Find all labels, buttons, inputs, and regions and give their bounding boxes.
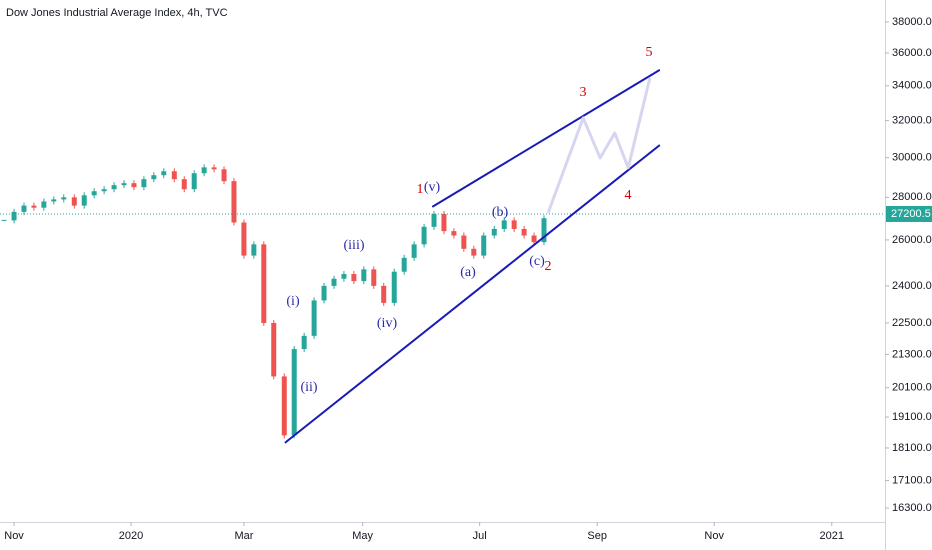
y-tick-label: 19100.0	[892, 411, 932, 423]
candle	[241, 222, 247, 256]
wave-label: 3	[580, 85, 587, 100]
candle	[81, 195, 87, 206]
candle	[331, 278, 337, 286]
last-price-label: 27200.5	[891, 208, 931, 220]
candle	[251, 244, 257, 256]
wave-label: (iv)	[377, 316, 398, 331]
y-tick-label: 34000.0	[892, 80, 932, 92]
candle	[171, 171, 177, 180]
x-tick-label: Nov	[704, 530, 724, 542]
y-tick-label: 26000.0	[892, 234, 932, 246]
candle	[231, 181, 237, 223]
candle	[151, 175, 157, 180]
candle	[261, 244, 267, 323]
wave-label: (ii)	[300, 380, 317, 395]
candle	[351, 274, 357, 282]
y-tick-label: 20100.0	[892, 382, 932, 394]
candle	[211, 167, 217, 170]
candle	[481, 235, 487, 256]
x-tick-label: Mar	[234, 530, 253, 542]
candle	[111, 185, 117, 190]
candle	[11, 211, 17, 221]
y-tick-label: 36000.0	[892, 47, 932, 59]
wave-label: (c)	[529, 254, 545, 269]
wave-label: (iii)	[344, 238, 365, 253]
wave-label: 4	[625, 188, 632, 203]
candle	[511, 220, 517, 229]
candle	[471, 248, 477, 256]
candle	[411, 244, 417, 258]
candle	[91, 191, 97, 196]
candle	[131, 183, 137, 188]
candle	[281, 376, 287, 436]
candle	[461, 235, 467, 249]
wave-label: 5	[646, 45, 653, 60]
candle	[201, 167, 207, 174]
candle	[541, 218, 547, 243]
x-tick-label: May	[352, 530, 373, 542]
candle	[521, 228, 527, 236]
x-tick-label: 2020	[119, 530, 143, 542]
candle	[531, 235, 537, 243]
candle	[391, 271, 397, 303]
candle	[51, 199, 57, 202]
y-tick-label: 17100.0	[892, 474, 932, 486]
y-tick-label: 21300.0	[892, 348, 932, 360]
candle	[311, 300, 317, 336]
candle	[61, 197, 67, 200]
candle	[181, 179, 187, 190]
candle	[421, 226, 427, 245]
x-tick-label: Nov	[4, 530, 24, 542]
candle	[121, 183, 127, 186]
candle	[291, 349, 297, 436]
candle	[401, 257, 407, 272]
wave-label: (i)	[286, 294, 300, 309]
candle	[71, 197, 77, 206]
candle	[371, 269, 377, 286]
candle	[321, 285, 327, 301]
chart-title: Dow Jones Industrial Average Index, 4h, …	[6, 7, 228, 19]
x-tick-label: Jul	[473, 530, 487, 542]
candle	[191, 173, 197, 190]
candle	[141, 179, 147, 188]
trend-line	[431, 68, 661, 208]
wave-label: (a)	[460, 265, 476, 280]
wave-label: (v)	[424, 180, 441, 195]
y-tick-label: 16300.0	[892, 502, 932, 514]
candle	[101, 189, 107, 192]
candle	[41, 201, 47, 208]
candle	[301, 335, 307, 350]
wave-label: (b)	[492, 205, 509, 220]
x-tick-label: Sep	[587, 530, 607, 542]
trend-line	[284, 144, 661, 444]
candle	[361, 269, 367, 282]
candle	[491, 228, 497, 236]
projection-path	[546, 77, 652, 214]
candle	[341, 274, 347, 279]
candle	[381, 285, 387, 303]
y-tick-label: 18100.0	[892, 442, 932, 454]
y-tick-label: 32000.0	[892, 115, 932, 127]
y-tick-label: 30000.0	[892, 152, 932, 164]
candle	[431, 213, 437, 227]
candle	[441, 213, 447, 232]
candle	[501, 220, 507, 229]
candle	[221, 169, 227, 182]
y-tick-label: 28000.0	[892, 191, 932, 203]
candle	[21, 205, 27, 212]
y-tick-label: 22500.0	[892, 317, 932, 329]
candle	[31, 205, 37, 208]
wave-label: 2	[545, 259, 552, 274]
last-price-box	[886, 205, 932, 222]
candle	[161, 171, 167, 176]
y-tick-label: 38000.0	[892, 16, 932, 28]
wave-label: 1	[417, 182, 424, 197]
candle	[271, 322, 277, 377]
x-tick-label: 2021	[820, 530, 844, 542]
candle	[451, 231, 457, 236]
y-tick-label: 24000.0	[892, 280, 932, 292]
